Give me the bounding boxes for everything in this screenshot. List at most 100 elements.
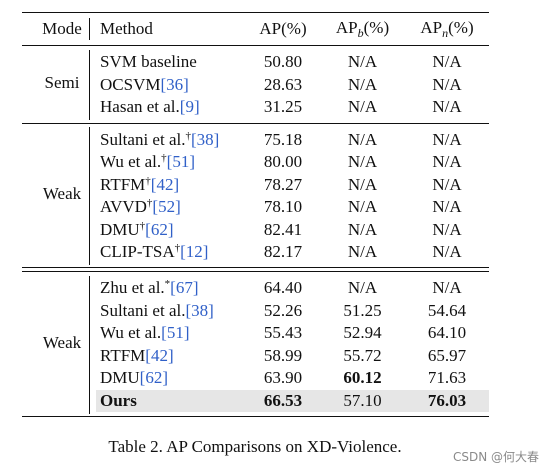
- group-rule: [22, 122, 489, 124]
- ap-cell-best: 66.53: [263, 390, 303, 410]
- ap-cell: 75.18: [263, 129, 303, 149]
- ap-cell: 82.17: [263, 242, 303, 262]
- apb-cell: 55.72: [343, 345, 382, 365]
- citation-link[interactable]: [12]: [180, 242, 209, 262]
- method-cell: Sultani et al.[38]: [100, 300, 214, 320]
- method-cell: Sultani et al.†[38]: [100, 129, 220, 149]
- apn-cell: N/A: [432, 97, 462, 117]
- citation-link[interactable]: [52]: [152, 197, 181, 217]
- table-row: Wu et al.[51] 55.43 52.94 64.10: [22, 322, 489, 345]
- table-row: Hasan et al.[9] 31.25 N/A N/A: [22, 96, 489, 119]
- apn-cell: N/A: [432, 52, 462, 72]
- table-row: Sultani et al.†[38] 75.18 N/A N/A: [22, 128, 489, 151]
- results-table: Mode Method AP(%) APb(%) APn(%) Semi SVM…: [22, 12, 489, 418]
- bottom-rule: [22, 416, 489, 418]
- citation-link[interactable]: [38]: [185, 300, 214, 320]
- method-cell: Zhu et al.*[67]: [100, 278, 199, 298]
- ap-cell: 50.80: [263, 52, 303, 72]
- citation-link[interactable]: [9]: [179, 97, 200, 117]
- header-apn: APn(%): [420, 17, 474, 40]
- apn-cell: 65.97: [427, 345, 467, 365]
- group-separator: [89, 50, 90, 121]
- apb-cell: 52.94: [343, 323, 382, 343]
- header-mode: Mode: [42, 19, 82, 39]
- apb-cell: 57.10: [343, 390, 382, 410]
- top-rule: [22, 12, 489, 14]
- apn-cell: 64.10: [427, 323, 467, 343]
- method-cell: RTFM†[42]: [100, 174, 180, 194]
- mode-label: Semi: [44, 73, 80, 93]
- mode-label: Weak: [42, 184, 82, 204]
- ap-cell: 82.41: [263, 219, 303, 239]
- method-cell: DMU†[62]: [100, 219, 174, 239]
- ap-cell: 63.90: [263, 368, 303, 388]
- apn-cell: N/A: [432, 129, 462, 149]
- apn-cell: N/A: [432, 242, 462, 262]
- apn-cell: N/A: [432, 152, 462, 172]
- apb-cell: N/A: [347, 242, 378, 262]
- apb-cell: N/A: [347, 219, 378, 239]
- ap-cell: 55.43: [263, 323, 303, 343]
- table-row: OCSVM[36] 28.63 N/A N/A: [22, 74, 489, 97]
- method-cell: Wu et al.†[51]: [100, 152, 195, 172]
- method-cell: SVM baseline: [100, 52, 197, 72]
- header-apb: APb(%): [335, 17, 390, 40]
- ap-cell: 80.00: [263, 152, 303, 172]
- apn-cell: 54.64: [427, 300, 467, 320]
- double-rule-top: [22, 267, 489, 269]
- ap-cell: 78.10: [263, 197, 303, 217]
- table-row: Sultani et al.[38] 52.26 51.25 54.64: [22, 300, 489, 323]
- citation-link[interactable]: [42]: [150, 174, 180, 194]
- citation-link[interactable]: [36]: [160, 74, 189, 94]
- apn-cell: N/A: [432, 74, 462, 94]
- table-row: DMU[62] 63.90 60.12 71.63: [22, 367, 489, 390]
- apb-cell: N/A: [347, 197, 378, 217]
- citation-link[interactable]: [67]: [170, 278, 199, 298]
- table-row-ours: Ours 66.53 57.10 76.03: [96, 389, 489, 413]
- ap-cell: 28.63: [263, 74, 303, 94]
- table-row: RTFM†[42] 78.27 N/A N/A: [22, 173, 489, 196]
- apb-cell: N/A: [347, 74, 378, 94]
- citation-link[interactable]: [51]: [166, 152, 195, 172]
- citation-link[interactable]: [62]: [139, 368, 168, 388]
- ap-cell: 78.27: [263, 174, 303, 194]
- table-row: RTFM[42] 58.99 55.72 65.97: [22, 345, 489, 368]
- method-cell: AVVD†[52]: [100, 197, 181, 217]
- group-separator: [89, 127, 90, 266]
- table-header: Mode Method AP(%) APb(%) APn(%): [22, 13, 489, 45]
- ap-cell: 31.25: [263, 97, 303, 117]
- apb-cell: N/A: [347, 174, 378, 194]
- apb-cell-best: 60.12: [343, 368, 382, 388]
- method-cell: Hasan et al.[9]: [100, 97, 200, 117]
- citation-link[interactable]: [38]: [190, 129, 220, 149]
- method-cell: OCSVM[36]: [100, 74, 189, 94]
- apn-cell: N/A: [432, 278, 462, 298]
- apb-cell: N/A: [347, 129, 378, 149]
- table-row: AVVD†[52] 78.10 N/A N/A: [22, 196, 489, 219]
- citation-link[interactable]: [51]: [161, 323, 190, 343]
- citation-link[interactable]: [42]: [145, 345, 174, 365]
- apb-cell: 51.25: [343, 300, 382, 320]
- table-row: DMU†[62] 82.41 N/A N/A: [22, 218, 489, 241]
- citation-link[interactable]: [62]: [145, 219, 174, 239]
- apb-cell: N/A: [347, 97, 378, 117]
- ap-cell: 64.40: [263, 278, 303, 298]
- table-row: Zhu et al.*[67] 64.40 N/A N/A: [22, 277, 489, 300]
- table-row: Wu et al.†[51] 80.00 N/A N/A: [22, 151, 489, 174]
- header-method: Method: [100, 19, 153, 39]
- table-row: CLIP-TSA†[12] 82.17 N/A N/A: [22, 241, 489, 264]
- header-ap: AP(%): [259, 19, 307, 39]
- mode-label: Weak: [42, 333, 82, 353]
- group-weak-coarse: Weak Sultani et al.†[38] 75.18 N/A N/A W…: [22, 123, 489, 267]
- apb-cell: N/A: [347, 278, 378, 298]
- watermark: CSDN @何大春: [452, 450, 539, 464]
- apn-cell: N/A: [432, 197, 462, 217]
- method-cell: DMU[62]: [100, 368, 168, 388]
- apn-cell-best: 76.03: [427, 390, 467, 410]
- method-cell: Wu et al.[51]: [100, 323, 190, 343]
- double-rule-bottom: [22, 271, 489, 273]
- apb-cell: N/A: [347, 52, 378, 72]
- method-cell: RTFM[42]: [100, 345, 174, 365]
- ap-cell: 52.26: [263, 300, 303, 320]
- ap-cell: 58.99: [263, 345, 303, 365]
